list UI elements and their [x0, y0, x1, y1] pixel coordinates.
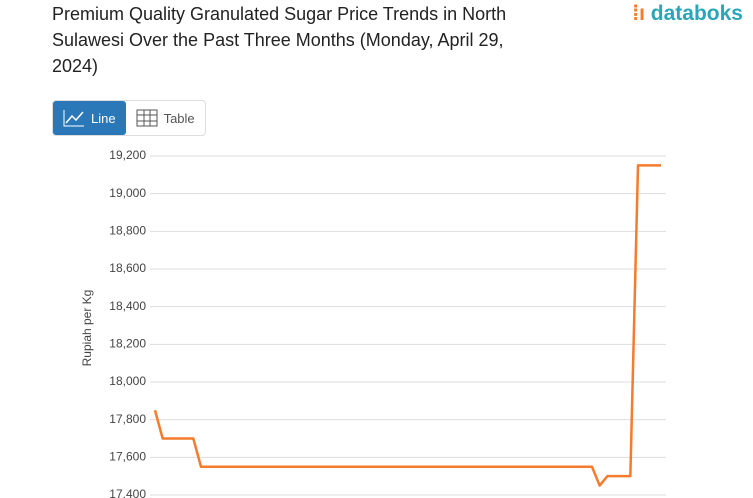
table-button[interactable]: Table [126, 101, 205, 135]
logo-icon: ⁞ı [632, 2, 651, 25]
y-tick-label: 17,800 [109, 412, 146, 426]
line-button[interactable]: Line [53, 101, 126, 135]
y-tick-label: 18,600 [109, 261, 146, 275]
y-tick-label: 18,200 [109, 337, 146, 351]
line [153, 164, 661, 487]
view-toggle: Line Table [52, 100, 206, 136]
y-tick-label: 17,600 [109, 450, 146, 464]
y-tick-label: 17,400 [109, 487, 146, 498]
line-icon [63, 110, 84, 127]
table-icon [136, 109, 158, 127]
table-button-label: Table [163, 110, 195, 126]
y-tick-label: 19,200 [109, 148, 146, 162]
logo: ⁞ı databoks [632, 2, 743, 26]
y-tick-label: 18,000 [109, 374, 146, 388]
y-tick-label: 18,800 [109, 224, 146, 238]
logo-text: databoks [650, 2, 743, 25]
y-tick-label: 18,400 [109, 299, 146, 313]
chart-title: Premium Quality Granulated Sugar Price T… [52, 4, 507, 76]
y-tick-label: 19,000 [109, 186, 146, 200]
line-button-label: Line [91, 110, 116, 126]
y-axis-label: Rupiah per Kg [80, 290, 94, 367]
